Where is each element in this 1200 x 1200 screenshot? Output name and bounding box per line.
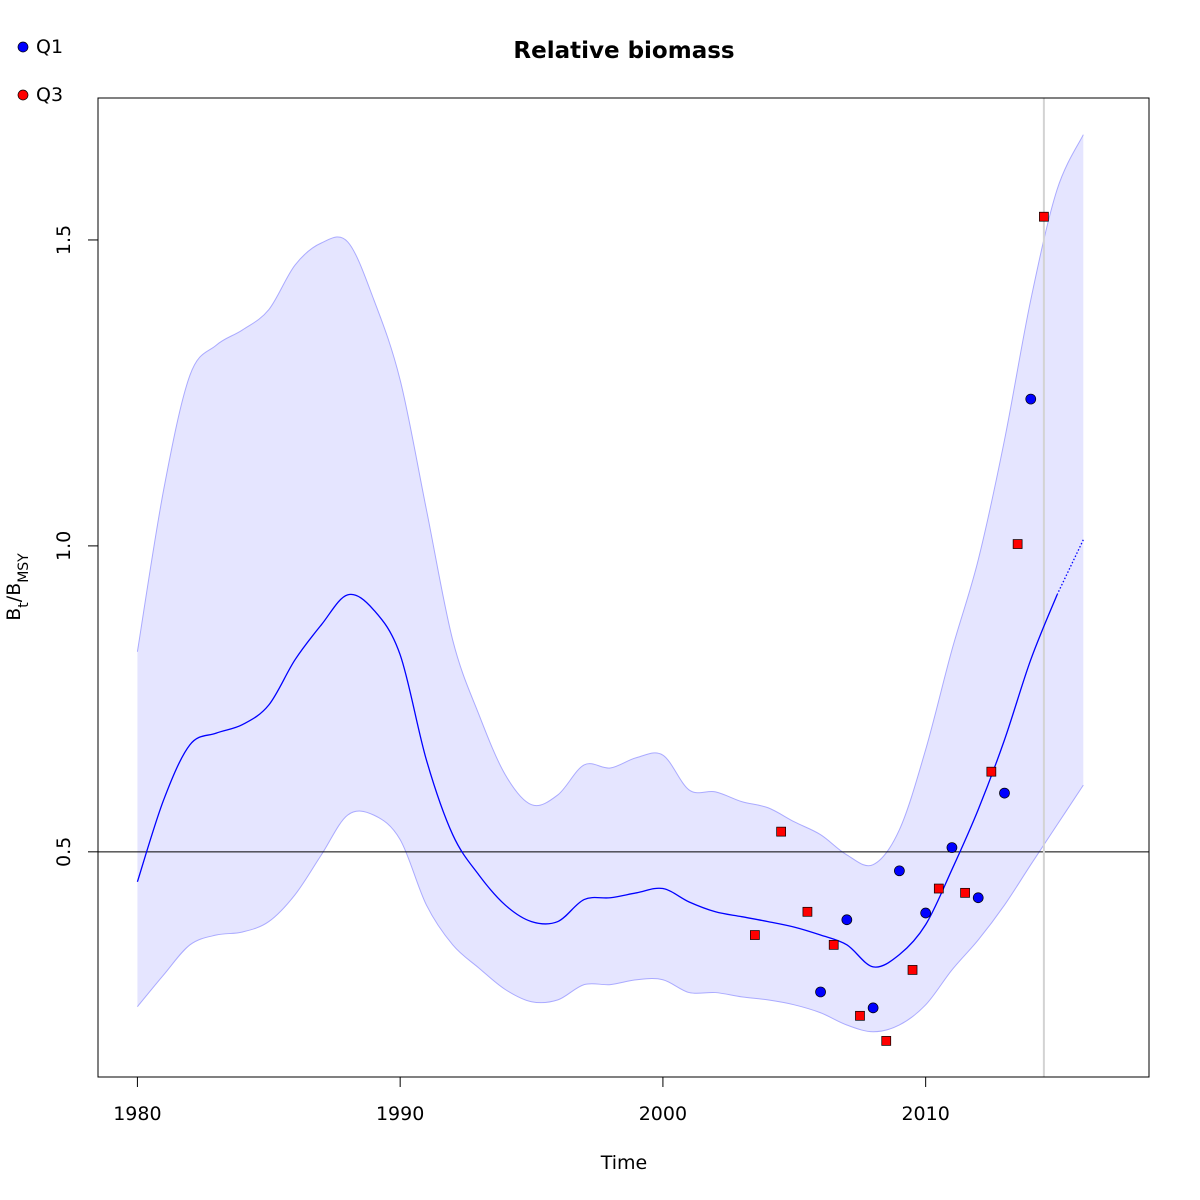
- y-axis-label: Bt/BMSY: [3, 553, 32, 621]
- y-label-part: /B: [3, 583, 25, 602]
- y-tick-label: 0.5: [53, 837, 75, 867]
- q-point: [999, 787, 1010, 799]
- q-point: [750, 930, 760, 940]
- q-point: [946, 842, 958, 853]
- q-point: [1025, 393, 1037, 405]
- y-label-part: MSY: [16, 553, 32, 583]
- q-point: [867, 1002, 879, 1014]
- q-point: [907, 965, 918, 975]
- legend-marker: [17, 89, 29, 101]
- q-point: [802, 906, 813, 917]
- legend-label: Q3: [36, 84, 63, 106]
- x-tick-label: 1990: [376, 1103, 424, 1125]
- x-tick-label: 1980: [113, 1103, 161, 1125]
- q-point: [960, 887, 970, 898]
- q-point: [855, 1010, 865, 1021]
- q-point: [815, 986, 826, 998]
- y-label-part: t: [16, 602, 32, 608]
- q-point: [972, 892, 984, 904]
- x-tick-label: 2000: [639, 1103, 687, 1125]
- median-line: [136, 593, 1058, 968]
- chart-title: Relative biomass: [513, 38, 734, 64]
- q-point: [920, 907, 932, 919]
- q-point: [1039, 211, 1049, 222]
- q-point: [1012, 539, 1023, 549]
- q-point: [841, 914, 853, 926]
- q-point: [881, 1036, 892, 1046]
- q-point: [986, 766, 997, 777]
- band-lower-edge: [137, 784, 1084, 1033]
- x-axis-label: Time: [600, 1152, 648, 1174]
- y-tick-label: 1.5: [53, 225, 75, 255]
- q-point: [828, 939, 839, 950]
- confidence-band: [137, 134, 1084, 1032]
- band-upper-edge: [136, 134, 1084, 867]
- legend-marker: [17, 41, 29, 53]
- q-point: [776, 826, 787, 837]
- plot-frame: [97, 97, 1150, 1078]
- q-point: [933, 883, 944, 894]
- x-tick-label: 2010: [901, 1103, 949, 1125]
- y-tick-label: 1.0: [53, 531, 75, 561]
- legend-label: Q1: [36, 36, 63, 58]
- y-label-part: B: [3, 608, 25, 621]
- q-point: [894, 865, 905, 877]
